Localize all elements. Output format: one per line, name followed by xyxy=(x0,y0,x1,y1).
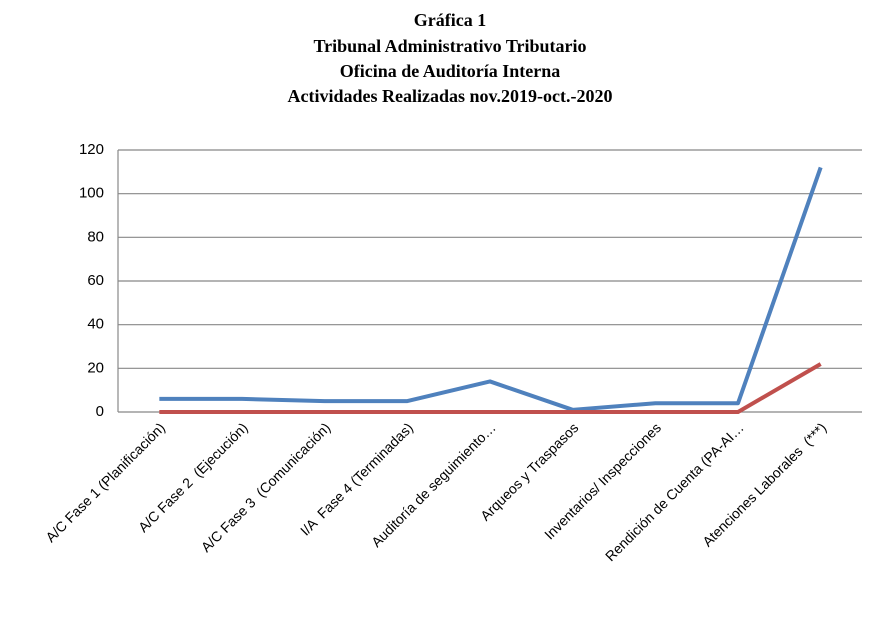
line-series xyxy=(159,166,823,412)
y-tick-label: 40 xyxy=(87,316,104,333)
chart-title: Oficina de Auditoría Interna xyxy=(340,61,561,81)
x-tick-label: Rendición de Cuenta (PA-AI… xyxy=(602,419,747,564)
chart-title: Gráfica 1 xyxy=(414,10,486,30)
y-tick-label: 60 xyxy=(87,272,104,289)
y-tick-label: 20 xyxy=(87,359,104,376)
y-tick-label: 120 xyxy=(79,141,104,158)
line-series xyxy=(159,362,822,414)
y-tick-label: 80 xyxy=(87,228,104,245)
y-tick-label: 100 xyxy=(79,185,104,202)
chart-title: Actividades Realizadas nov.2019-oct.-202… xyxy=(288,86,613,106)
chart-title: Tribunal Administrativo Tributario xyxy=(313,36,586,56)
y-tick-label: 0 xyxy=(96,403,104,420)
